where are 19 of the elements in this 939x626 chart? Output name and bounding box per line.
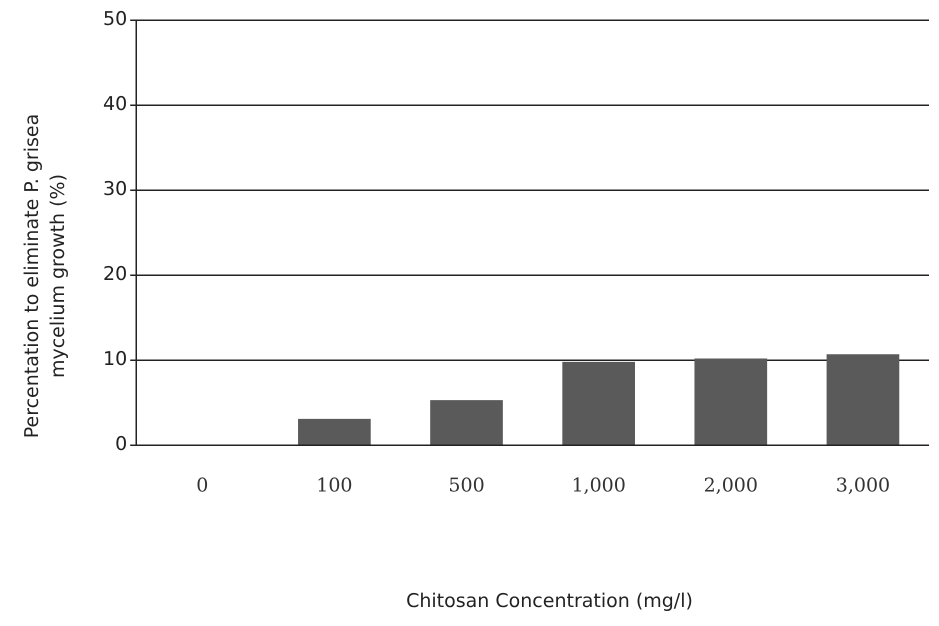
x-tick-label: 500 [448,474,485,497]
y-tick-label: 40 [102,92,128,115]
x-axis-title: Chitosan Concentration (mg/l) [405,590,694,612]
x-tick-label: 100 [316,474,353,497]
y-tick-label: 10 [102,348,128,370]
y-tick-label: 20 [102,263,128,286]
y-tick-label: 30 [102,178,128,200]
bar [298,418,371,444]
y-tick-label: 0 [115,433,128,456]
x-tick-label: 2,000 [704,474,758,497]
x-tick-label: 1,000 [571,474,626,497]
bar [826,354,900,444]
bar [694,358,768,444]
y-axis-title: Percentation to eliminate P. grisea mycelium growth (%) [20,112,70,440]
y-tick-label: 50 [102,8,128,30]
x-tick-label: 3,000 [836,474,890,497]
x-tick-label: 0 [196,474,208,497]
bar [430,400,503,444]
bar [562,362,635,444]
